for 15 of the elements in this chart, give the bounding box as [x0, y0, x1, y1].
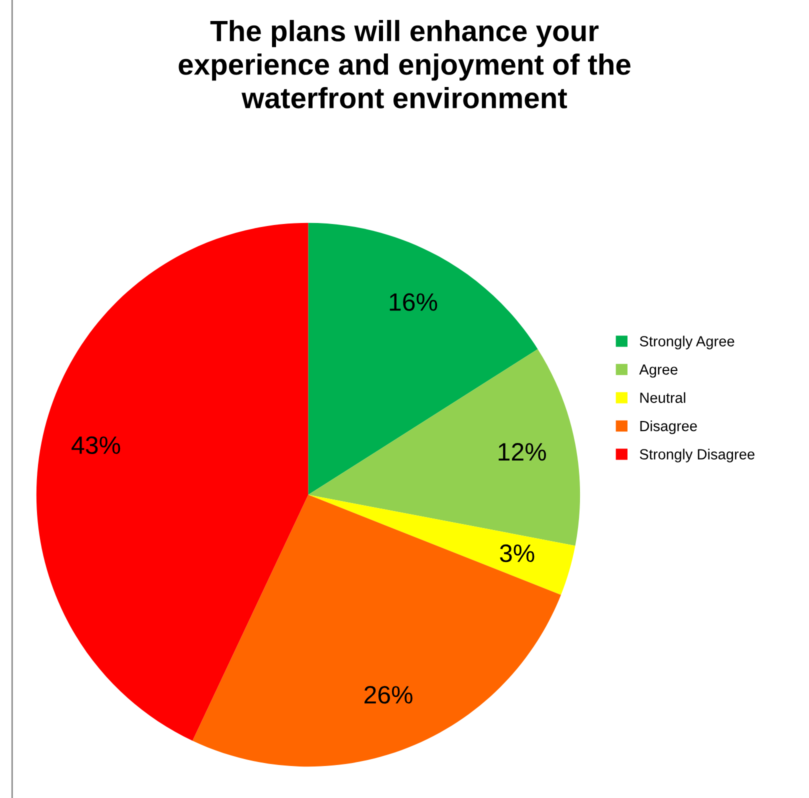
pie-slice — [308, 494, 576, 595]
legend-label: Disagree — [640, 420, 697, 434]
legend-label: Agree — [639, 364, 678, 378]
data-label: 3% — [500, 544, 534, 562]
pie-slice — [192, 494, 561, 767]
data-label: 43% — [72, 436, 120, 454]
data-label: 12% — [498, 443, 546, 461]
data-label: 26% — [364, 686, 412, 704]
pie-slice — [36, 222, 308, 741]
pie-slice — [308, 349, 580, 546]
legend-label: Strongly Agree — [640, 336, 734, 350]
chart-title: The plans will enhance your experience and enjoyment of the waterfront environment — [178, 20, 630, 108]
legend-label: Strongly Disagree — [640, 448, 754, 462]
data-label: 16% — [390, 293, 438, 311]
legend-label: Neutral — [640, 392, 686, 403]
